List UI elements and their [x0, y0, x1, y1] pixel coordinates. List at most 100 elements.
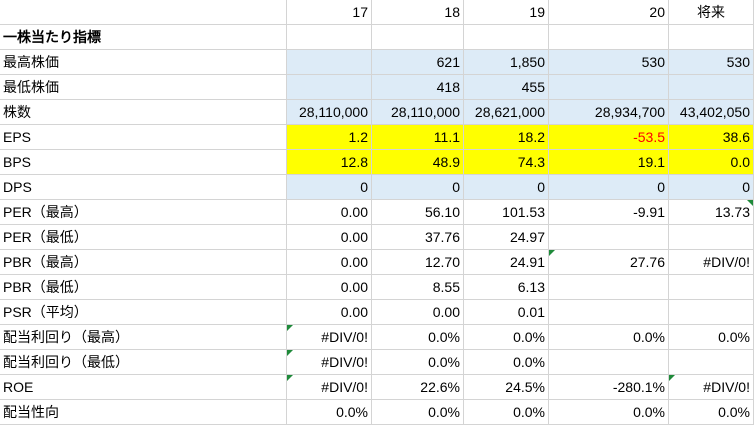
cell-max-price-17[interactable] [287, 50, 372, 75]
row-label-roe[interactable]: ROE [0, 375, 287, 400]
cell-payout-ratio-18[interactable]: 0.0% [372, 400, 464, 425]
cell-per-low-future[interactable] [669, 225, 754, 250]
row-label-payout-ratio[interactable]: 配当性向 [0, 400, 287, 425]
cell-payout-ratio-19[interactable]: 0.0% [464, 400, 549, 425]
cell-payout-ratio-20[interactable]: 0.0% [549, 400, 669, 425]
cell-max-price-18[interactable]: 621 [372, 50, 464, 75]
cell-pbr-high-20[interactable]: 27.76 [549, 250, 669, 275]
cell-eps-future[interactable]: 38.6 [669, 125, 754, 150]
header-cell-20[interactable]: 20 [549, 0, 669, 25]
cell-pbr-low-future[interactable] [669, 275, 754, 300]
cell-yield-high-18[interactable]: 0.0% [372, 325, 464, 350]
cell-roe-future[interactable]: #DIV/0! [669, 375, 754, 400]
cell-per-high-20[interactable]: -9.91 [549, 200, 669, 225]
cell-roe-17[interactable]: #DIV/0! [287, 375, 372, 400]
cell-per-low-17[interactable]: 0.00 [287, 225, 372, 250]
cell-pbr-high-future[interactable]: #DIV/0! [669, 250, 754, 275]
cell-pbr-high-19[interactable]: 24.91 [464, 250, 549, 275]
cell-per-high-19[interactable]: 101.53 [464, 200, 549, 225]
cell-roe-19[interactable]: 24.5% [464, 375, 549, 400]
cell-pbr-low-20[interactable] [549, 275, 669, 300]
cell-bps-20[interactable]: 19.1 [549, 150, 669, 175]
row-label-shares[interactable]: 株数 [0, 100, 287, 125]
cell-eps-18[interactable]: 11.1 [372, 125, 464, 150]
row-label-pbr-low[interactable]: PBR（最低） [0, 275, 287, 300]
cell-min-price-20[interactable] [549, 75, 669, 100]
cell-pbr-high-18[interactable]: 12.70 [372, 250, 464, 275]
cell-roe-18[interactable]: 22.6% [372, 375, 464, 400]
row-label-dps[interactable]: DPS [0, 175, 287, 200]
cell-per-high-17[interactable]: 0.00 [287, 200, 372, 225]
cell-shares-20[interactable]: 28,934,700 [549, 100, 669, 125]
cell-pbr-low-18[interactable]: 8.55 [372, 275, 464, 300]
cell-per-high-18[interactable]: 56.10 [372, 200, 464, 225]
cell-per-low-19[interactable]: 24.97 [464, 225, 549, 250]
cell-eps-20[interactable]: -53.5 [549, 125, 669, 150]
cell-yield-high-19[interactable]: 0.0% [464, 325, 549, 350]
cell[interactable] [287, 25, 372, 50]
cell-pbr-low-19[interactable]: 6.13 [464, 275, 549, 300]
cell-dps-19[interactable]: 0 [464, 175, 549, 200]
header-cell-18[interactable]: 18 [372, 0, 464, 25]
row-label-max-price[interactable]: 最高株価 [0, 50, 287, 75]
cell-yield-low-20[interactable] [549, 350, 669, 375]
cell-max-price-20[interactable]: 530 [549, 50, 669, 75]
row-label-pbr-high[interactable]: PBR（最高） [0, 250, 287, 275]
cell-bps-17[interactable]: 12.8 [287, 150, 372, 175]
cell-yield-high-20[interactable]: 0.0% [549, 325, 669, 350]
cell-per-low-20[interactable] [549, 225, 669, 250]
cell-psr-avg-17[interactable]: 0.00 [287, 300, 372, 325]
cell-max-price-future[interactable]: 530 [669, 50, 754, 75]
cell-bps-19[interactable]: 74.3 [464, 150, 549, 175]
cell-yield-high-17[interactable]: #DIV/0! [287, 325, 372, 350]
cell-min-price-future[interactable] [669, 75, 754, 100]
cell-roe-20[interactable]: -280.1% [549, 375, 669, 400]
row-label-bps[interactable]: BPS [0, 150, 287, 175]
cell-yield-low-19[interactable]: 0.0% [464, 350, 549, 375]
cell-dps-17[interactable]: 0 [287, 175, 372, 200]
cell-dps-future[interactable]: 0 [669, 175, 754, 200]
cell-shares-18[interactable]: 28,110,000 [372, 100, 464, 125]
cell-psr-avg-future[interactable] [669, 300, 754, 325]
cell-yield-low-future[interactable] [669, 350, 754, 375]
cell-per-high-future[interactable]: 13.73 [669, 200, 754, 225]
cell-psr-avg-20[interactable] [549, 300, 669, 325]
cell-min-price-18[interactable]: 418 [372, 75, 464, 100]
header-cell-future[interactable]: 将来 [669, 0, 754, 25]
cell-eps-19[interactable]: 18.2 [464, 125, 549, 150]
header-cell-label[interactable] [0, 0, 287, 25]
cell[interactable] [549, 25, 669, 50]
cell-shares-future[interactable]: 43,402,050 [669, 100, 754, 125]
cell-psr-avg-19[interactable]: 0.01 [464, 300, 549, 325]
cell-psr-avg-18[interactable]: 0.00 [372, 300, 464, 325]
row-label-eps[interactable]: EPS [0, 125, 287, 150]
header-cell-19[interactable]: 19 [464, 0, 549, 25]
cell-min-price-17[interactable] [287, 75, 372, 100]
cell-payout-ratio-future[interactable]: 0.0% [669, 400, 754, 425]
row-label-per-high[interactable]: PER（最高） [0, 200, 287, 225]
row-label-psr-avg[interactable]: PSR（平均） [0, 300, 287, 325]
row-label-min-price[interactable]: 最低株価 [0, 75, 287, 100]
cell[interactable] [464, 25, 549, 50]
cell-pbr-low-17[interactable]: 0.00 [287, 275, 372, 300]
cell-pbr-high-17[interactable]: 0.00 [287, 250, 372, 275]
cell-yield-low-18[interactable]: 0.0% [372, 350, 464, 375]
cell-dps-18[interactable]: 0 [372, 175, 464, 200]
cell-per-low-18[interactable]: 37.76 [372, 225, 464, 250]
cell-payout-ratio-17[interactable]: 0.0% [287, 400, 372, 425]
cell-shares-17[interactable]: 28,110,000 [287, 100, 372, 125]
row-label-yield-high[interactable]: 配当利回り（最高） [0, 325, 287, 350]
cell[interactable] [372, 25, 464, 50]
section-title[interactable]: 一株当たり指標 [0, 25, 287, 50]
cell[interactable] [669, 25, 754, 50]
cell-shares-19[interactable]: 28,621,000 [464, 100, 549, 125]
cell-min-price-19[interactable]: 455 [464, 75, 549, 100]
header-cell-17[interactable]: 17 [287, 0, 372, 25]
cell-yield-low-17[interactable]: #DIV/0! [287, 350, 372, 375]
cell-dps-20[interactable]: 0 [549, 175, 669, 200]
row-label-per-low[interactable]: PER（最低） [0, 225, 287, 250]
cell-yield-high-future[interactable]: 0.0% [669, 325, 754, 350]
row-label-yield-low[interactable]: 配当利回り（最低） [0, 350, 287, 375]
cell-bps-future[interactable]: 0.0 [669, 150, 754, 175]
cell-bps-18[interactable]: 48.9 [372, 150, 464, 175]
